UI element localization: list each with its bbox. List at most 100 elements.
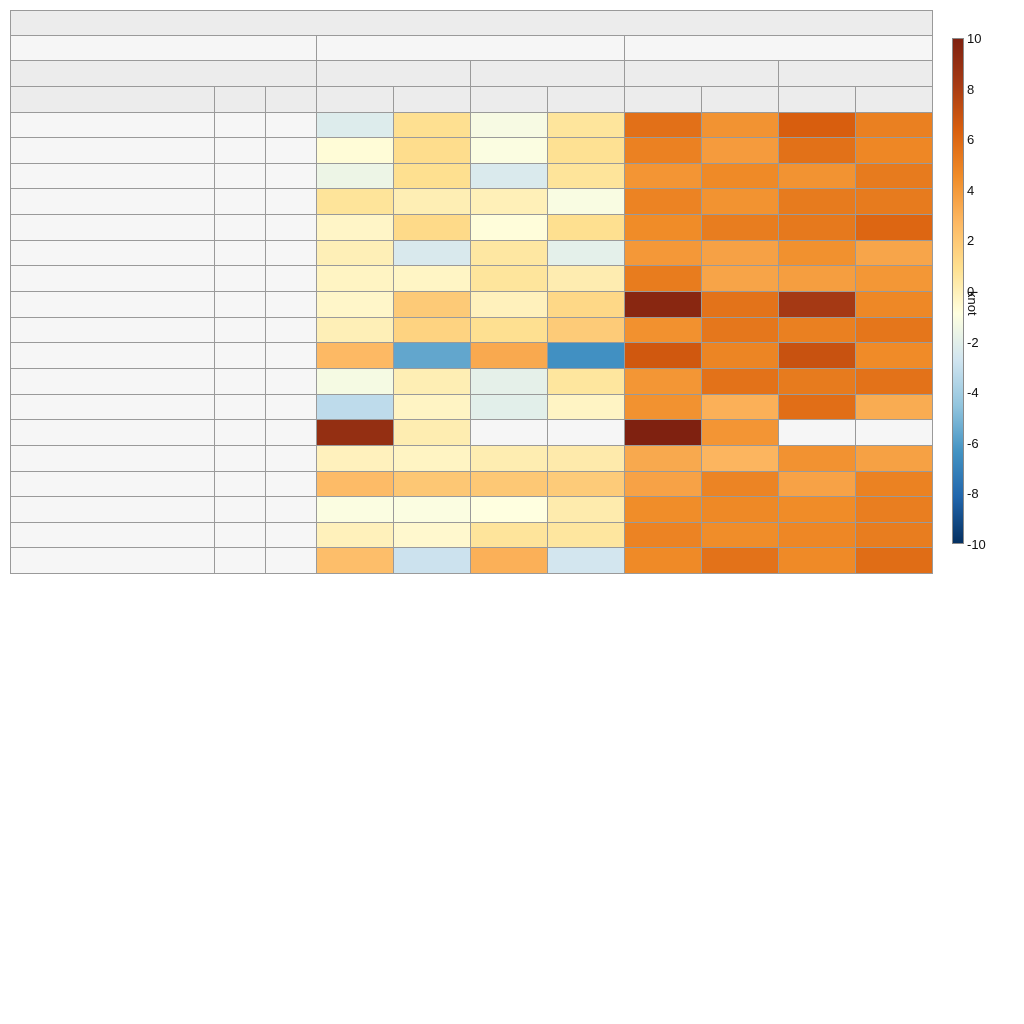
heatmap-cell bbox=[548, 523, 625, 548]
heatmap-cell bbox=[548, 472, 625, 497]
site-freq bbox=[266, 138, 317, 164]
heatmap-cell bbox=[779, 189, 856, 215]
heatmap-cell bbox=[471, 472, 548, 497]
site-city bbox=[10, 241, 215, 266]
heatmap-cell bbox=[471, 318, 548, 343]
heatmap-cell bbox=[471, 189, 548, 215]
site-freq bbox=[266, 343, 317, 369]
mode-header bbox=[471, 61, 625, 87]
colorbar-tick-label: 4 bbox=[967, 182, 975, 198]
heatmap-cell bbox=[317, 292, 394, 318]
heatmap-cell bbox=[471, 241, 548, 266]
column-header bbox=[856, 87, 933, 113]
column-header bbox=[266, 87, 317, 113]
colorbar-tick-label: 10 bbox=[967, 31, 982, 46]
site-id bbox=[215, 189, 266, 215]
mode-header bbox=[625, 61, 779, 87]
column-header bbox=[317, 87, 394, 113]
heatmap-cell bbox=[317, 343, 394, 369]
heatmap-cell bbox=[548, 497, 625, 523]
heatmap-cell bbox=[779, 266, 856, 292]
heatmap-cell bbox=[317, 164, 394, 189]
heatmap-cell bbox=[317, 266, 394, 292]
heatmap-cell bbox=[317, 215, 394, 241]
heatmap-cell bbox=[702, 343, 779, 369]
column-header bbox=[215, 87, 266, 113]
heatmap-cell bbox=[548, 343, 625, 369]
mode-header bbox=[317, 61, 471, 87]
site-freq bbox=[266, 266, 317, 292]
heatmap-cell bbox=[394, 369, 471, 395]
heatmap-cell bbox=[394, 164, 471, 189]
site-city bbox=[10, 548, 215, 574]
heatmap-cell bbox=[702, 189, 779, 215]
heatmap-cell bbox=[702, 446, 779, 472]
heatmap-cell bbox=[702, 241, 779, 266]
colorbar-tick-label: -2 bbox=[967, 334, 979, 350]
heatmap-cell bbox=[856, 548, 933, 574]
colorbar-tick-label: -8 bbox=[967, 486, 979, 502]
site-freq bbox=[266, 497, 317, 523]
site-city bbox=[10, 420, 215, 446]
column-header bbox=[10, 87, 215, 113]
heatmap-cell bbox=[317, 138, 394, 164]
site-id bbox=[215, 266, 266, 292]
heatmap-cell bbox=[702, 420, 779, 446]
heatmap-cell bbox=[625, 292, 702, 318]
heatmap-cell bbox=[702, 369, 779, 395]
heatmap-cell bbox=[702, 164, 779, 189]
colorbar-tick-label: -10 bbox=[967, 537, 986, 552]
heatmap-cell bbox=[779, 523, 856, 548]
site-city bbox=[10, 472, 215, 497]
heatmap-cell bbox=[317, 548, 394, 574]
site-city bbox=[10, 446, 215, 472]
heatmap-cell bbox=[625, 343, 702, 369]
site-city bbox=[10, 497, 215, 523]
colorbar-tick-label: 0 bbox=[967, 284, 975, 299]
heatmap-cell bbox=[702, 215, 779, 241]
site-id bbox=[215, 164, 266, 189]
site-city bbox=[10, 318, 215, 343]
heatmap-cell bbox=[548, 318, 625, 343]
heatmap-cell bbox=[317, 113, 394, 138]
site-freq bbox=[266, 241, 317, 266]
heatmap-cell bbox=[856, 343, 933, 369]
heatmap-cell bbox=[317, 318, 394, 343]
heatmap-cell bbox=[317, 472, 394, 497]
site-city bbox=[10, 343, 215, 369]
heatmap-cell bbox=[394, 497, 471, 523]
heatmap-cell bbox=[394, 138, 471, 164]
mode-header bbox=[779, 61, 933, 87]
average-header bbox=[317, 36, 625, 61]
heatmap-cell bbox=[317, 523, 394, 548]
heatmap-cell bbox=[856, 318, 933, 343]
site-freq bbox=[266, 215, 317, 241]
site-id bbox=[215, 318, 266, 343]
heatmap-cell bbox=[625, 369, 702, 395]
site-info-header bbox=[10, 61, 317, 87]
heatmap-cell bbox=[548, 164, 625, 189]
heatmap-cell bbox=[702, 395, 779, 420]
column-header bbox=[779, 87, 856, 113]
heatmap-cell bbox=[856, 113, 933, 138]
heatmap-cell bbox=[471, 446, 548, 472]
site-freq bbox=[266, 318, 317, 343]
colorbar bbox=[952, 38, 964, 544]
site-city bbox=[10, 138, 215, 164]
colorbar-tick-label: -4 bbox=[967, 385, 979, 401]
heatmap-cell bbox=[548, 189, 625, 215]
heatmap-cell bbox=[471, 548, 548, 574]
site-freq bbox=[266, 164, 317, 189]
column-header bbox=[625, 87, 702, 113]
heatmap-cell bbox=[856, 420, 933, 446]
site-id bbox=[215, 292, 266, 318]
site-freq bbox=[266, 523, 317, 548]
heatmap-cell bbox=[317, 189, 394, 215]
heatmap-cell bbox=[548, 369, 625, 395]
heatmap-cell bbox=[317, 420, 394, 446]
site-city bbox=[10, 369, 215, 395]
heatmap-cell bbox=[394, 266, 471, 292]
site-id bbox=[215, 472, 266, 497]
heatmap-cell bbox=[471, 164, 548, 189]
site-city bbox=[10, 189, 215, 215]
